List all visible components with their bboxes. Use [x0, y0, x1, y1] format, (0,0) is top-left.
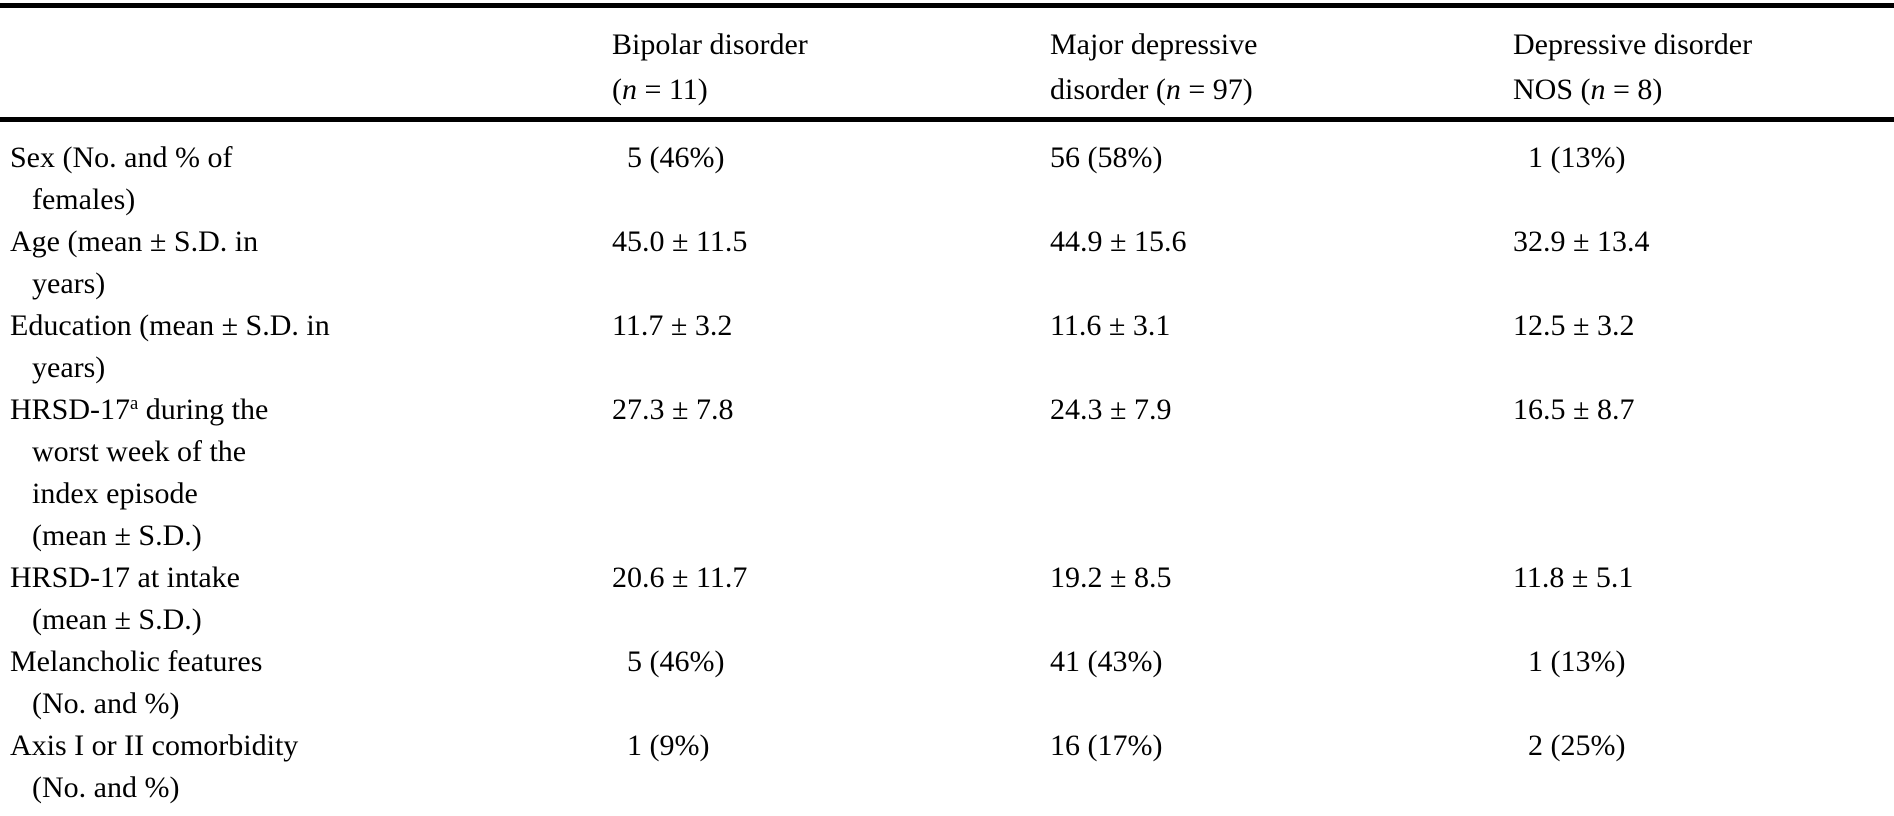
data-cell: 45.0 ± 11.5 [612, 225, 748, 258]
paper-table: Bipolar disorder (n = 11) Major depressi… [0, 3, 1894, 813]
paren-open: ( [1580, 73, 1591, 106]
data-cell: 11.6 ± 3.1 [1050, 309, 1171, 342]
data-cell: 56 (58%) [1050, 141, 1163, 174]
data-cell: 19.2 ± 8.5 [1050, 561, 1172, 594]
paren-open: ( [612, 73, 622, 106]
data-cell: 1 (13%) [1513, 141, 1626, 174]
table-body: Sex (No. and % of females) 5 (46%) 56 (5… [0, 122, 1894, 813]
n-symbol: n [622, 73, 637, 106]
n-value: = 8) [1605, 73, 1663, 106]
data-cell: 5 (46%) [612, 141, 725, 174]
n-value: = 97) [1180, 73, 1253, 106]
data-cell: 24.3 ± 7.9 [1050, 393, 1172, 426]
n-symbol: n [1165, 73, 1181, 106]
column-title: Depressive disorder NOS [1513, 28, 1753, 106]
column-title: Major depressive disorder [1050, 28, 1258, 106]
row-label-text: Melancholic features (No. and %) [10, 645, 263, 720]
footnote-marker-a: a [130, 392, 139, 414]
row-label-melancholic: Melancholic features (No. and %) [0, 641, 612, 725]
column-header-mdd: Major depressive disorder (n = 97) [1050, 22, 1513, 112]
row-label-text: HRSD-17 [10, 393, 131, 426]
data-cell: 1 (9%) [612, 729, 710, 762]
table-top-rule [0, 3, 1894, 8]
header-rule [0, 117, 1894, 122]
n-symbol: n [1590, 73, 1606, 106]
column-title: Bipolar disorder [612, 28, 808, 61]
row-label-sex: Sex (No. and % of females) [0, 137, 612, 221]
data-cell: 27.3 ± 7.8 [612, 393, 734, 426]
data-cell: 41 (43%) [1050, 645, 1163, 678]
row-label-hrsd-worst-week: HRSD-17a during the worst week of the in… [0, 389, 612, 557]
table-header-row: Bipolar disorder (n = 11) Major depressi… [0, 8, 1894, 117]
row-label-text: Education (mean ± S.D. in years) [10, 309, 330, 384]
row-label-age: Age (mean ± S.D. in years) [0, 221, 612, 305]
n-value: = 11) [637, 73, 708, 106]
data-cell: 44.9 ± 15.6 [1050, 225, 1187, 258]
data-cell: 20.6 ± 11.7 [612, 561, 748, 594]
data-cell: 2 (25%) [1513, 729, 1626, 762]
data-cell: 12.5 ± 3.2 [1513, 309, 1635, 342]
data-cell: 5 (46%) [612, 645, 725, 678]
data-cell: 1 (13%) [1513, 645, 1626, 678]
data-cell: 16.5 ± 8.7 [1513, 393, 1635, 426]
column-header-bipolar: Bipolar disorder (n = 11) [612, 22, 1050, 112]
row-label-comorbidity: Axis I or II comorbidity (No. and %) [0, 725, 612, 809]
row-label-text: Sex (No. and % of females) [10, 141, 233, 216]
row-label-education: Education (mean ± S.D. in years) [0, 305, 612, 389]
row-label-text: Axis I or II comorbidity (No. and %) [10, 729, 299, 804]
row-label-hrsd-intake: HRSD-17 at intake (mean ± S.D.) [0, 557, 612, 641]
data-cell: 11.8 ± 5.1 [1513, 561, 1634, 594]
paren-open: ( [1155, 73, 1166, 106]
column-header-nos: Depressive disorder NOS (n = 8) [1513, 22, 1894, 112]
data-cell: 16 (17%) [1050, 729, 1163, 762]
data-cell: 32.9 ± 13.4 [1513, 225, 1650, 258]
row-label-text: Age (mean ± S.D. in years) [10, 225, 259, 300]
row-label-text: during the worst week of the index episo… [32, 393, 269, 552]
row-label-text: HRSD-17 at intake (mean ± S.D.) [10, 561, 240, 636]
data-cell: 11.7 ± 3.2 [612, 309, 733, 342]
